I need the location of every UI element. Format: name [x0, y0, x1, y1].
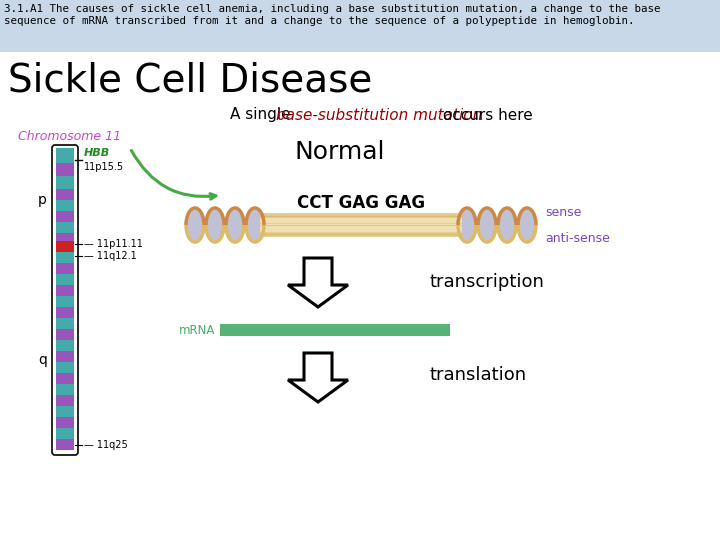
- Bar: [56, 351, 74, 362]
- Text: p: p: [38, 193, 47, 207]
- Bar: [56, 285, 74, 296]
- Bar: [0, 0, 720, 52]
- Text: 11p15.5: 11p15.5: [84, 162, 124, 172]
- Ellipse shape: [226, 208, 244, 242]
- Text: translation: translation: [430, 366, 527, 384]
- Bar: [56, 406, 74, 417]
- Ellipse shape: [518, 208, 536, 242]
- Bar: [56, 439, 74, 450]
- Text: Normal: Normal: [294, 140, 385, 164]
- Text: occurs here: occurs here: [438, 107, 533, 123]
- Bar: [56, 176, 74, 189]
- Bar: [220, 324, 450, 336]
- Bar: [56, 362, 74, 373]
- Ellipse shape: [206, 208, 224, 242]
- Bar: [56, 233, 74, 241]
- Ellipse shape: [186, 208, 204, 242]
- Bar: [56, 373, 74, 384]
- Bar: [56, 200, 74, 211]
- Bar: [56, 307, 74, 318]
- Text: mRNA: mRNA: [179, 323, 215, 336]
- Bar: [56, 263, 74, 274]
- Bar: [56, 189, 74, 200]
- Text: q: q: [38, 353, 47, 367]
- Text: base-substitution mutation: base-substitution mutation: [276, 107, 482, 123]
- Text: A single: A single: [230, 107, 295, 123]
- Text: sense: sense: [545, 206, 581, 219]
- Bar: [56, 211, 74, 222]
- FancyBboxPatch shape: [52, 145, 78, 455]
- Text: transcription: transcription: [430, 273, 545, 291]
- Bar: [56, 274, 74, 285]
- Text: Chromosome 11: Chromosome 11: [18, 130, 121, 143]
- Bar: [56, 241, 74, 252]
- Bar: [56, 163, 74, 176]
- Bar: [56, 329, 74, 340]
- Text: Sickle Cell Disease: Sickle Cell Disease: [8, 62, 372, 100]
- Bar: [56, 318, 74, 329]
- Bar: [56, 384, 74, 395]
- Bar: [56, 252, 74, 263]
- Polygon shape: [288, 258, 348, 307]
- Ellipse shape: [478, 208, 496, 242]
- Text: HBB: HBB: [84, 148, 110, 158]
- Text: — 11q25: — 11q25: [84, 440, 127, 450]
- Bar: [56, 148, 74, 163]
- Ellipse shape: [498, 208, 516, 242]
- Polygon shape: [288, 353, 348, 402]
- Bar: [56, 222, 74, 233]
- Text: — 11q12.1: — 11q12.1: [84, 251, 137, 261]
- Bar: [56, 296, 74, 307]
- Text: — 11p11.11: — 11p11.11: [84, 239, 143, 249]
- Text: 3.1.A1 The causes of sickle cell anemia, including a base substitution mutation,: 3.1.A1 The causes of sickle cell anemia,…: [4, 4, 660, 25]
- Bar: [56, 417, 74, 428]
- Bar: [56, 340, 74, 351]
- Text: CCT GAG GAG: CCT GAG GAG: [297, 194, 425, 212]
- Bar: [56, 428, 74, 439]
- Ellipse shape: [246, 208, 264, 242]
- Bar: [56, 395, 74, 406]
- Ellipse shape: [458, 208, 476, 242]
- Text: anti-sense: anti-sense: [545, 233, 610, 246]
